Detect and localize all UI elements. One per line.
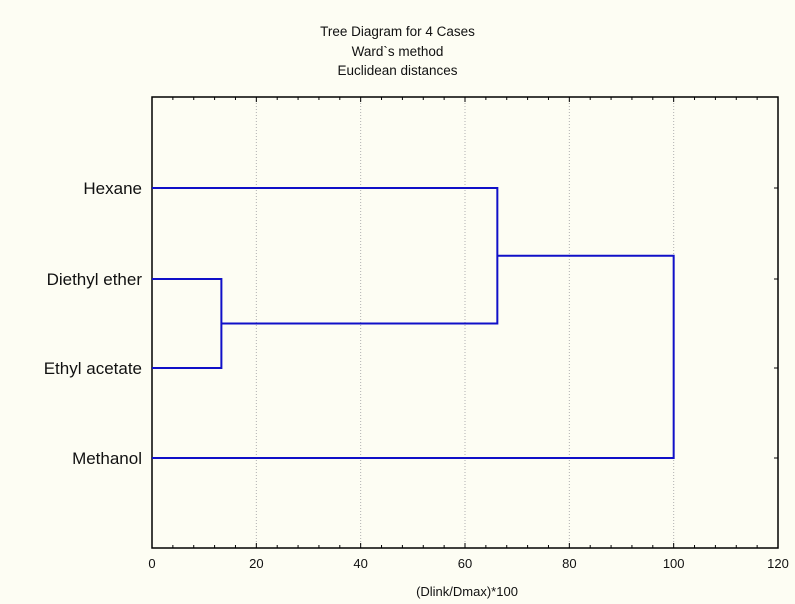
axis-ticks (151, 97, 779, 548)
x-tick-label: 80 (562, 556, 576, 571)
chart-subtitle-distance: Euclidean distances (337, 63, 458, 78)
x-tick-label: 40 (353, 556, 367, 571)
dendrogram-link (152, 187, 499, 325)
dendrogram-link (152, 254, 675, 459)
leaf-label: Methanol (72, 449, 142, 468)
x-tick-label: 120 (767, 556, 789, 571)
x-tick-label: 20 (249, 556, 263, 571)
chart-title-block: Tree Diagram for 4 Cases Ward`s method E… (0, 22, 795, 81)
leaf-label: Diethyl ether (47, 270, 143, 289)
chart-subtitle-method: Ward`s method (351, 43, 444, 59)
x-axis-label: (Dlink/Dmax)*100 (416, 584, 518, 599)
leaf-label: Hexane (83, 179, 142, 198)
x-tick-label: 60 (458, 556, 472, 571)
leaf-label: Ethyl acetate (44, 359, 142, 378)
x-tick-label: 0 (148, 556, 155, 571)
dendrogram-link (152, 278, 223, 369)
dendrogram-links (152, 187, 675, 459)
x-tick-labels: 0 20 40 60 80 100 120 (148, 556, 788, 571)
chart-title: Tree Diagram for 4 Cases (320, 24, 475, 39)
leaf-labels: Hexane Diethyl ether Ethyl acetate Methanol (44, 179, 143, 468)
x-tick-label: 100 (663, 556, 685, 571)
